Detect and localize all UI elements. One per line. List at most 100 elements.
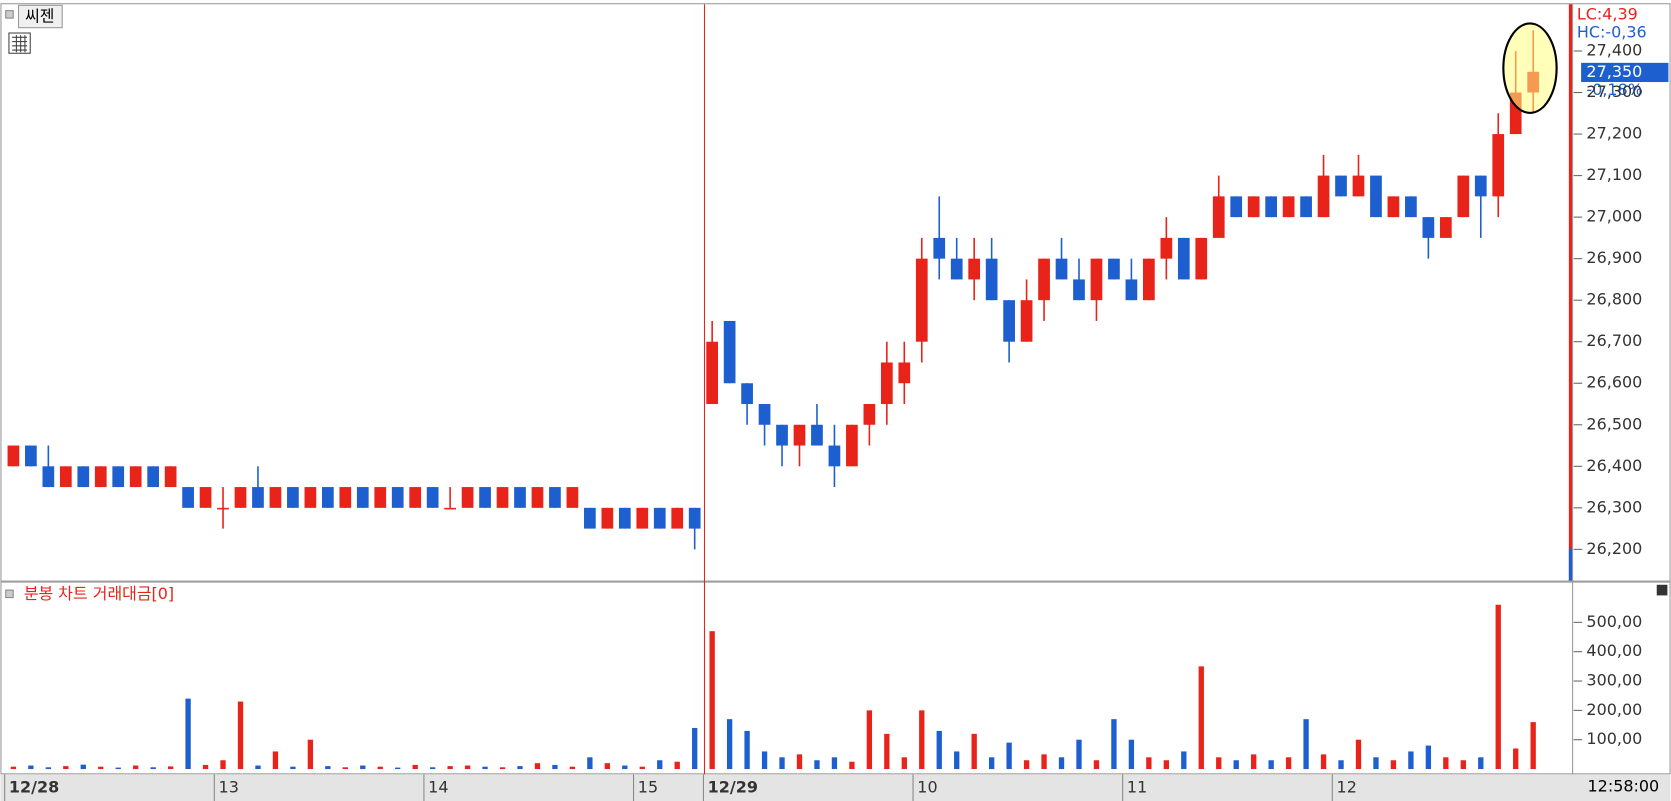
y-tick-label: 26,500 (1586, 414, 1642, 433)
candle-body (25, 445, 37, 467)
candle-body (1230, 196, 1243, 218)
candle-body (164, 466, 177, 488)
volume-bar (1006, 742, 1012, 770)
volume-bar (1076, 739, 1082, 770)
y-tick-label: 100,00 (1586, 729, 1642, 748)
title-button[interactable] (17, 4, 63, 29)
volume-bar (692, 727, 698, 770)
candle-body (758, 404, 771, 425)
volume-bar (63, 766, 69, 770)
y-tick-label: 26,300 (1586, 497, 1642, 516)
candle-body (1125, 279, 1138, 301)
volume-bar (1478, 757, 1484, 770)
y-tick-label: 200,00 (1586, 700, 1642, 719)
candle-body (915, 258, 928, 342)
volume-bar (1408, 751, 1414, 770)
x-tick-label: 12/29 (708, 778, 758, 797)
candle-body (1195, 237, 1208, 280)
candle-body (321, 487, 334, 508)
x-tick-label: 13 (219, 778, 239, 797)
volume-bar (569, 766, 576, 770)
y-tick-label: 26,700 (1586, 331, 1642, 350)
y-tick-label: 27,200 (1586, 124, 1642, 143)
candle-body (112, 466, 125, 488)
volume-bar (622, 765, 628, 770)
volume-bar (517, 766, 523, 770)
volume-bar (954, 751, 960, 770)
x-tick-label: 12 (1337, 778, 1357, 797)
volume-bar (10, 766, 17, 770)
volume-bar (1058, 757, 1065, 770)
x-tick-label: 14 (428, 778, 448, 797)
candle-body (1265, 196, 1278, 218)
candle-body (1247, 196, 1260, 218)
price-panel (0, 3, 1671, 582)
volume-bar (971, 733, 977, 770)
volume-title: 분봉 차트 거래대금[0] (24, 584, 174, 603)
candle-body (287, 487, 299, 508)
volume-bar (377, 766, 383, 770)
volume-bar (1530, 722, 1536, 770)
volume-bar (395, 767, 401, 770)
volume-bar (1181, 751, 1187, 770)
volume-bar (1041, 754, 1047, 770)
x-tick-label: 15 (638, 778, 658, 797)
candle-body (1212, 196, 1225, 238)
y-tick-label: 26,900 (1586, 248, 1642, 267)
volume-bar (325, 766, 331, 770)
volume-bar (1390, 760, 1397, 770)
y-tick-label: 27,400 (1586, 41, 1642, 60)
candle-body (985, 258, 998, 301)
close-button[interactable] (1656, 584, 1668, 596)
candle-body (863, 404, 876, 425)
candle-body (1108, 258, 1120, 280)
volume-bar (884, 733, 890, 770)
y-tick-label: 400,00 (1586, 641, 1642, 660)
candle-body (898, 362, 911, 384)
candle-body (1352, 175, 1365, 197)
volume-bar (1373, 757, 1379, 770)
candle-body (828, 445, 841, 467)
volume-bar (429, 767, 436, 770)
candle-body (77, 466, 90, 488)
volume-bar (272, 751, 279, 770)
volume-bar (866, 710, 873, 770)
volume-bar (1460, 760, 1466, 770)
candle-body (933, 237, 946, 259)
y-tick-label: 27,100 (1586, 165, 1642, 184)
volume-bar (604, 763, 611, 770)
volume-bar (1268, 760, 1274, 770)
volume-bar (1023, 760, 1030, 770)
candle-body (793, 424, 806, 446)
candle-body (339, 487, 352, 508)
highlight-circle (1502, 22, 1558, 114)
volume-bar (1338, 760, 1344, 770)
y-tick-label: 26,200 (1586, 539, 1642, 558)
candle-body (147, 466, 160, 488)
volume-bar (237, 701, 244, 770)
volume-bar (482, 766, 488, 770)
volume-bar (1233, 760, 1239, 770)
candle-body (1055, 258, 1068, 280)
time-label: 12:58:00 (1588, 777, 1660, 796)
volume-bar (98, 766, 104, 770)
volume-bar (901, 757, 907, 770)
candle-body (1370, 175, 1382, 218)
candle-body (741, 383, 753, 405)
candle-body (1317, 175, 1330, 218)
volume-bar (1285, 757, 1292, 770)
y-tick-label: 26,400 (1586, 456, 1642, 475)
candle-body (59, 466, 72, 488)
volume-bar (814, 760, 820, 770)
volume-bar (185, 698, 191, 770)
volume-bar (150, 767, 156, 770)
candle-body (811, 424, 823, 446)
volume-bar (1495, 604, 1501, 770)
chart-title[interactable]: 씨젠 (25, 7, 54, 26)
volume-bar (290, 766, 296, 770)
volume-bar (28, 765, 34, 770)
candle-body (7, 445, 20, 467)
hc-label: HC:-0,36 (1577, 23, 1647, 42)
